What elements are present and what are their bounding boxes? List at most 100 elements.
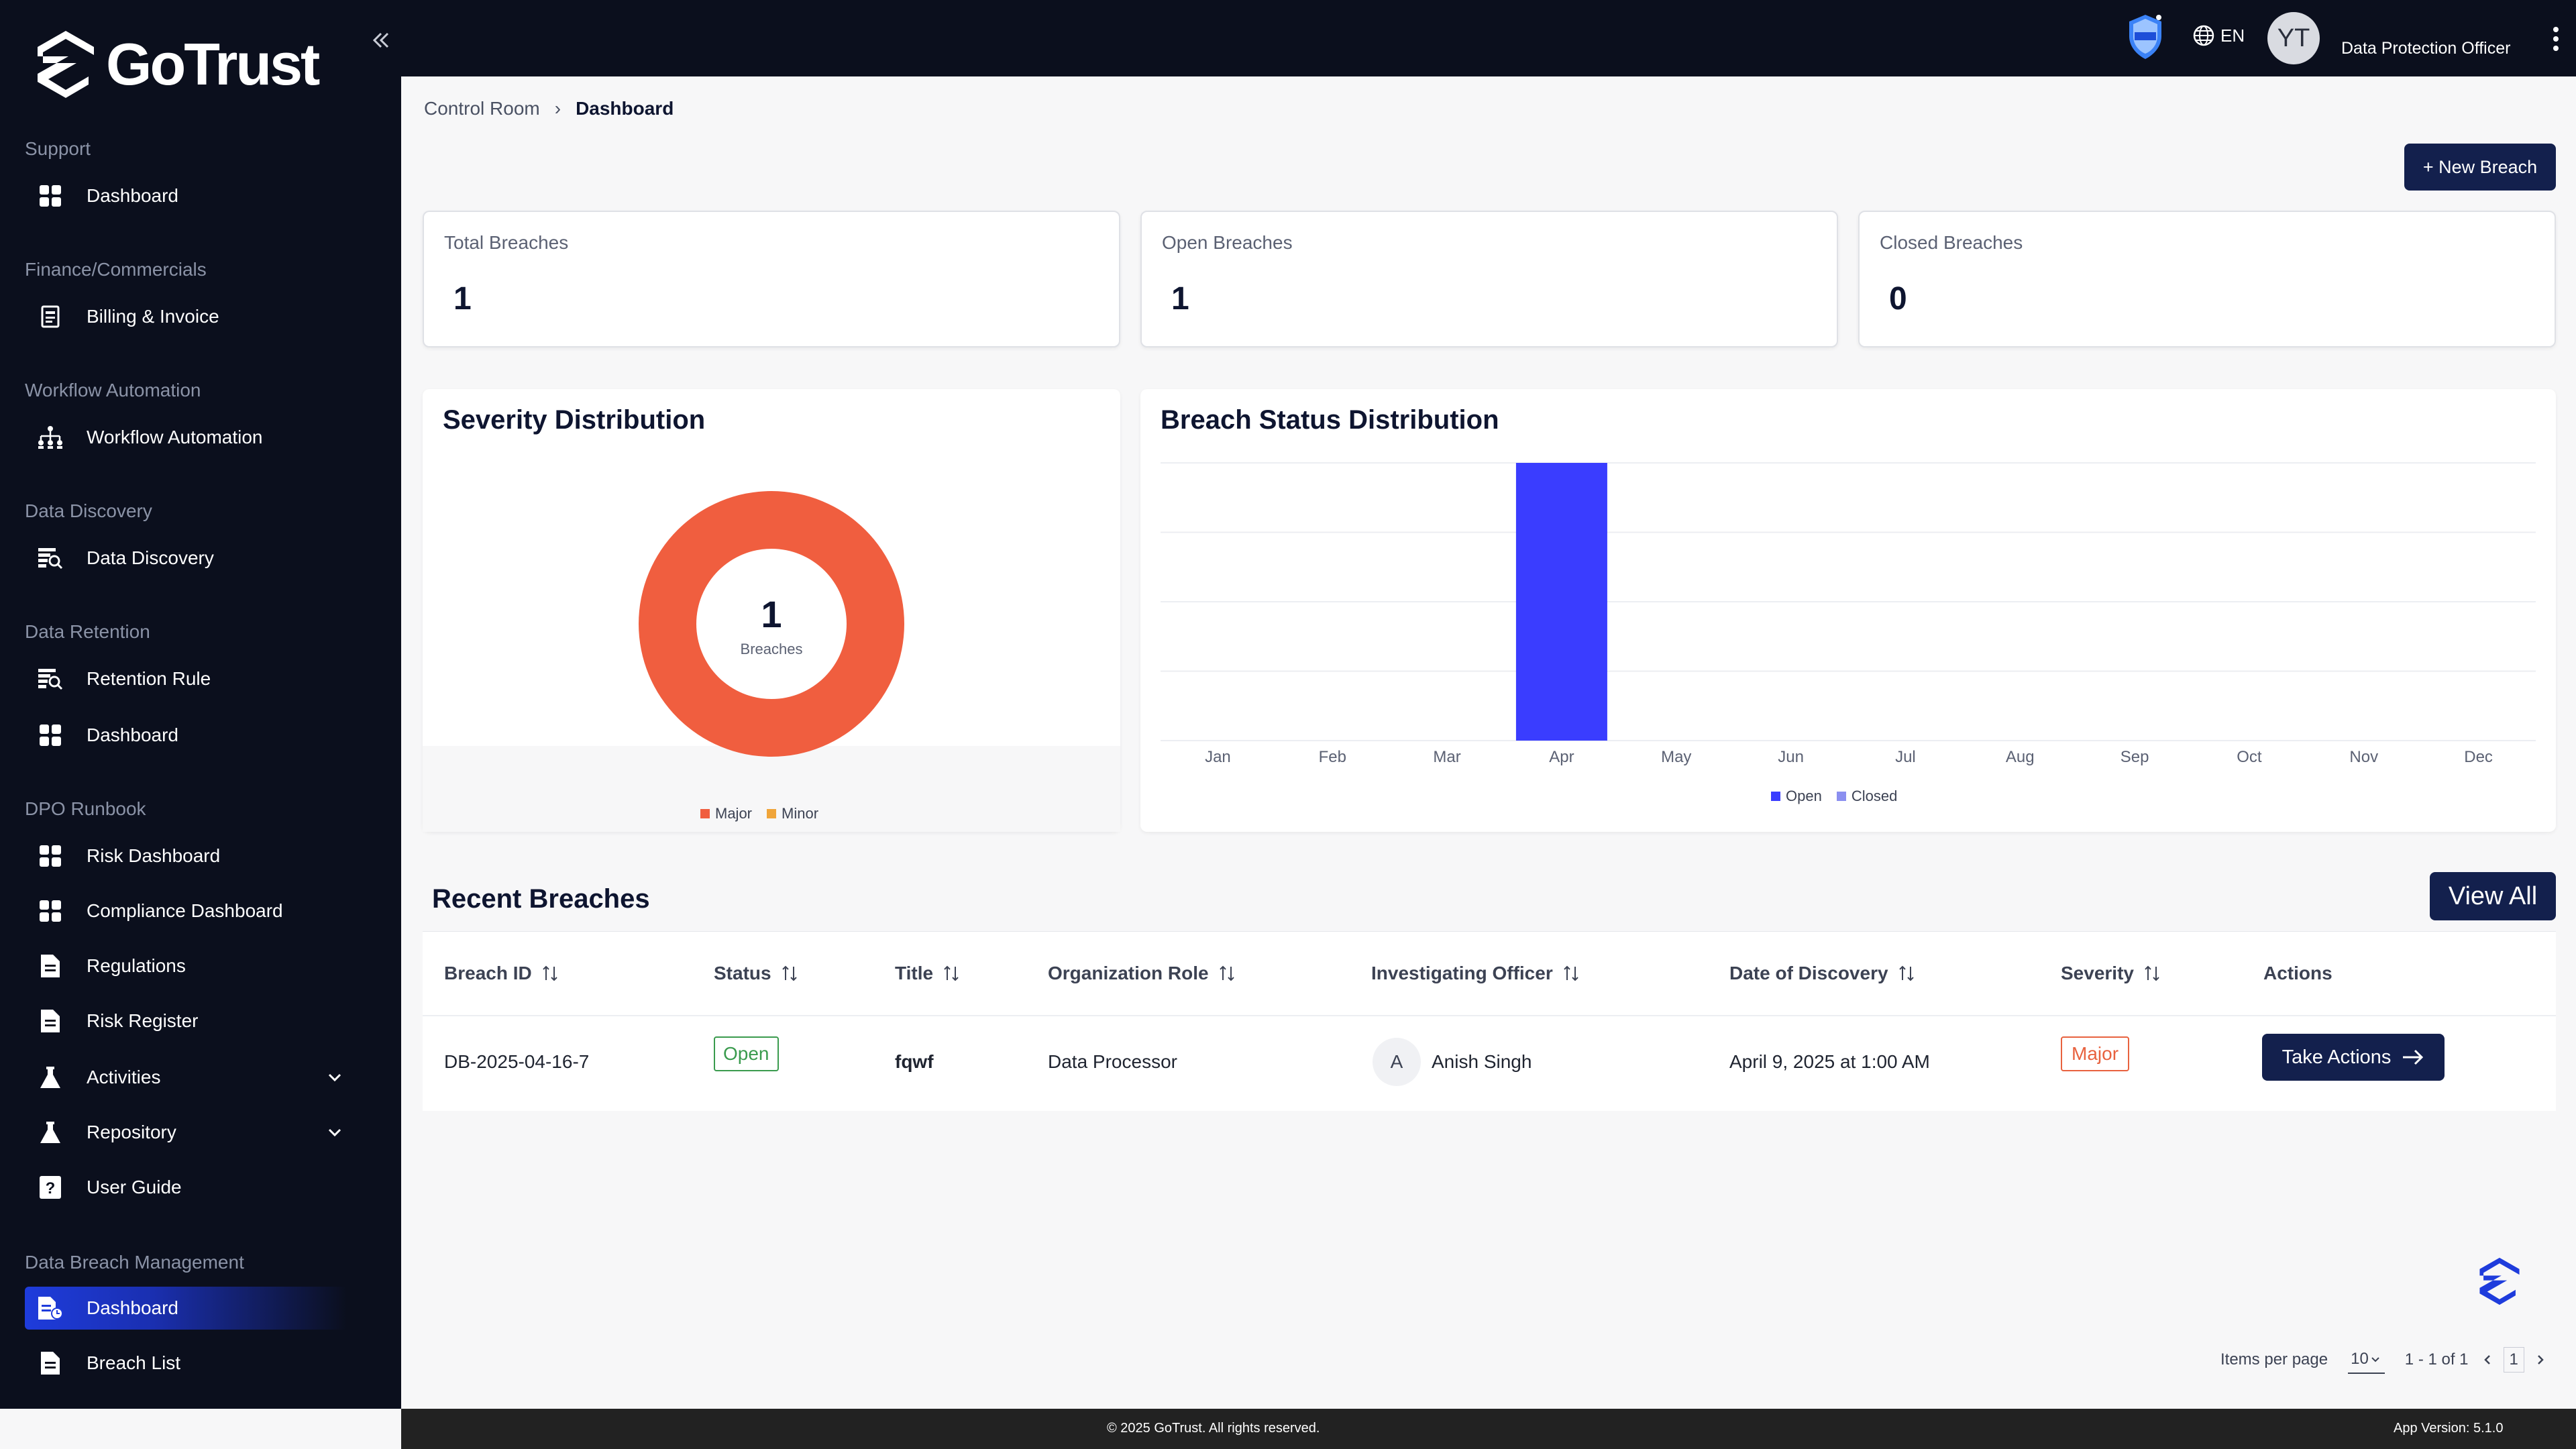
document-icon [34, 1005, 66, 1037]
sidebar-item-repository[interactable]: Repository [25, 1111, 347, 1154]
column-title[interactable]: Title [895, 963, 960, 984]
flask-icon [34, 1116, 66, 1148]
sidebar-item-label: Breach List [87, 1352, 181, 1373]
column-label: Title [895, 963, 934, 983]
items-per-page-select[interactable]: 10 [2348, 1346, 2385, 1374]
sidebar-item-label: Billing & Invoice [87, 306, 219, 327]
x-tick-label: Oct [2237, 748, 2262, 766]
help-book-icon: ? [34, 1171, 66, 1203]
recent-breaches-table: Breach ID Status Title Organization Role… [423, 931, 2556, 1111]
sidebar-item-user-guide[interactable]: ? User Guide [25, 1166, 347, 1209]
sidebar-item-risk-register[interactable]: Risk Register [25, 1000, 347, 1042]
sidebar-item-risk-dashboard[interactable]: Risk Dashboard [25, 835, 347, 877]
sidebar-item-workflow[interactable]: Workflow Automation [25, 416, 347, 459]
take-actions-button[interactable]: Take Actions [2262, 1034, 2445, 1081]
sidebar-item-breach-list[interactable]: Breach List [25, 1342, 347, 1385]
avatar[interactable]: YT [2267, 12, 2320, 64]
current-page[interactable]: 1 [2503, 1347, 2524, 1373]
sidebar-item-billing[interactable]: Billing & Invoice [25, 295, 347, 338]
sort-icon[interactable] [2143, 964, 2161, 983]
cell-organization-role: Data Processor [1048, 1051, 1177, 1072]
legend-label-open[interactable]: Open [1786, 788, 1822, 804]
section-workflow: Workflow Automation [25, 380, 201, 400]
x-tick-label: Jul [1895, 748, 1916, 766]
sidebar-item-label: Risk Dashboard [87, 845, 221, 866]
arrow-right-icon [2403, 1049, 2424, 1065]
take-actions-label: Take Actions [2282, 1046, 2392, 1068]
breadcrumb-current: Dashboard [576, 98, 674, 119]
stat-open-breaches: Open Breaches 1 [1140, 211, 1838, 347]
section-dpo-runbook: DPO Runbook [25, 798, 146, 819]
sort-icon[interactable] [943, 964, 960, 983]
sort-icon[interactable] [1218, 964, 1236, 983]
gotrust-assistant-icon[interactable] [2475, 1256, 2524, 1307]
data-search-icon [34, 663, 66, 695]
sidebar-item-retention-rule[interactable]: Retention Rule [25, 657, 347, 700]
sort-icon[interactable] [1562, 964, 1580, 983]
view-all-button[interactable]: View All [2430, 872, 2556, 920]
legend-swatch-major [700, 809, 710, 818]
sidebar-item-breach-dashboard[interactable]: Dashboard [25, 1287, 347, 1330]
section-support: Support [25, 138, 91, 159]
gotrust-logo[interactable]: GoTrust [35, 28, 320, 101]
x-tick-label: Jun [1778, 748, 1804, 766]
grid-icon [34, 180, 66, 212]
x-tick-label: Dec [2464, 748, 2493, 766]
legend-label-minor[interactable]: Minor [782, 805, 819, 822]
legend-label-closed[interactable]: Closed [1851, 788, 1898, 804]
chevron-right-icon: › [554, 98, 561, 119]
pagination: Items per page 10 1 - 1 of 1 1 [2220, 1346, 2548, 1374]
sidebar-item-retention-dashboard[interactable]: Dashboard [25, 714, 347, 757]
column-status[interactable]: Status [714, 963, 798, 984]
bar-open-apr[interactable] [1515, 463, 1607, 741]
sidebar-item-activities[interactable]: Activities [25, 1056, 347, 1099]
severity-legend: Major Minor [700, 805, 818, 822]
severity-donut-chart: 1 Breaches [639, 491, 904, 757]
brand-name: GoTrust [106, 31, 320, 97]
x-tick-label: May [1661, 748, 1691, 766]
x-tick-label: Feb [1319, 748, 1346, 766]
column-severity[interactable]: Severity [2061, 963, 2161, 984]
severity-distribution-card: Severity Distribution 1 Breaches Major M… [423, 389, 1120, 832]
sort-icon[interactable] [541, 964, 559, 983]
table-header: Breach ID Status Title Organization Role… [423, 932, 2556, 1016]
sidebar-item-compliance-dashboard[interactable]: Compliance Dashboard [25, 890, 347, 932]
invoice-icon [34, 301, 66, 333]
svg-text:?: ? [46, 1179, 56, 1197]
sidebar-item-label: Retention Rule [87, 668, 211, 689]
legend-label-major[interactable]: Major [715, 805, 753, 822]
language-selector[interactable]: EN [2192, 24, 2245, 47]
next-page-icon[interactable] [2532, 1352, 2548, 1368]
sort-icon[interactable] [1898, 964, 1915, 983]
column-label: Actions [2263, 963, 2332, 983]
sidebar-item-label: Workflow Automation [87, 427, 263, 447]
sidebar-item-support-dashboard[interactable]: Dashboard [25, 174, 347, 217]
cell-date-of-discovery: April 9, 2025 at 1:00 AM [1729, 1051, 1930, 1072]
gotrust-logo-icon [38, 31, 94, 98]
user-role[interactable]: Data Protection Officer [2341, 39, 2511, 58]
footer: © 2025 GoTrust. All rights reserved. App… [401, 1409, 2576, 1449]
grid-icon [34, 840, 66, 872]
column-label: Date of Discovery [1729, 963, 1888, 983]
new-breach-button[interactable]: + New Breach [2404, 144, 2556, 191]
sidebar-item-regulations[interactable]: Regulations [25, 945, 347, 987]
sidebar-item-data-discovery[interactable]: Data Discovery [25, 537, 347, 580]
column-investigating-officer[interactable]: Investigating Officer [1371, 963, 1580, 984]
breadcrumb-control-room[interactable]: Control Room [424, 98, 540, 119]
column-breach-id[interactable]: Breach ID [444, 963, 559, 984]
column-date-of-discovery[interactable]: Date of Discovery [1729, 963, 1915, 984]
hierarchy-icon [34, 421, 66, 453]
chevron-down-icon[interactable] [323, 1065, 347, 1094]
sort-icon[interactable] [781, 964, 798, 983]
x-tick-label: Nov [2349, 748, 2378, 766]
certification-badge-icon[interactable] [2125, 12, 2165, 65]
more-vertical-icon[interactable] [2549, 25, 2563, 52]
previous-page-icon[interactable] [2479, 1352, 2496, 1368]
cell-breach-id: DB-2025-04-16-7 [444, 1051, 590, 1072]
chevron-down-icon[interactable] [323, 1120, 347, 1149]
sidebar-item-label: Repository [87, 1122, 176, 1142]
table-row[interactable]: DB-2025-04-16-7 Open fqwf Data Processor… [423, 1016, 2556, 1112]
collapse-sidebar-icon[interactable] [368, 27, 394, 54]
column-organization-role[interactable]: Organization Role [1048, 963, 1236, 984]
donut-center-label: Breaches [741, 641, 803, 657]
